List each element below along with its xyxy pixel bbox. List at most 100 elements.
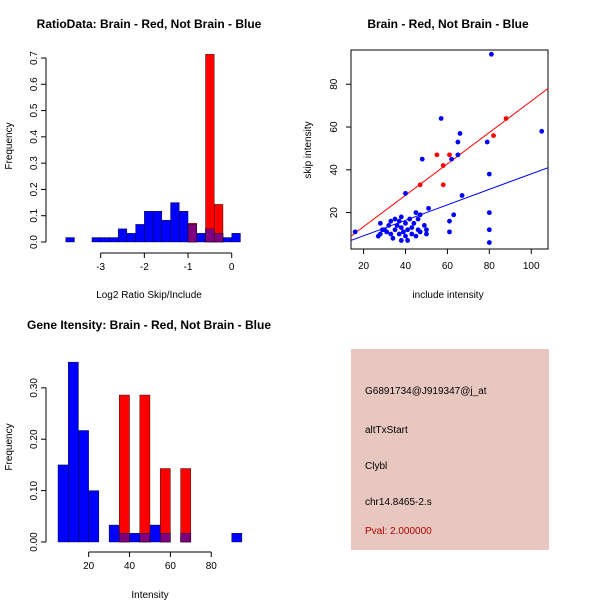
scatter-blue-point: [486, 210, 492, 216]
ratio-x-axis-label: Log2 Ratio Skip/Include: [96, 290, 202, 301]
intensity-red-bar: [139, 394, 151, 543]
scatter-blue-point: [388, 218, 394, 224]
scatter-blue-point: [400, 229, 406, 235]
ratio-blue-bar: [196, 233, 206, 243]
scatter-blue-point: [417, 229, 423, 235]
intensity-red-bar: [159, 468, 171, 543]
scatter-blue-point: [489, 51, 494, 57]
scatter-blue-point: [388, 231, 394, 237]
scatter-blue-point: [390, 235, 396, 241]
ratio-y-axis-label: Frequency: [4, 122, 15, 169]
scatter-y-tick-label: 80: [329, 78, 340, 90]
ratio-y-tick-label: 0.1: [29, 208, 40, 222]
scatter-red-point: [491, 133, 496, 138]
gene-symbol-text: Clybl: [365, 461, 388, 472]
scatter-blue-point: [377, 220, 383, 226]
ratio-overlap-bar: [214, 233, 224, 243]
scatter-blue-point: [447, 229, 452, 235]
ratio-blue-bar: [109, 237, 119, 243]
intensity-y-tick-label: 0.10: [29, 480, 40, 500]
scatter-blue-point: [426, 205, 431, 211]
scatter-blue-point: [486, 227, 492, 233]
ratio-x-tick-label: -3: [96, 262, 105, 273]
intensity-y-tick-label: 0.30: [29, 378, 40, 398]
scatter-blue-point: [486, 171, 492, 177]
intensity-histogram-panel: Gene Itensity: Brain - Red, Not Brain - …: [4, 318, 271, 600]
probe-id-text: G6891734@J919347@j_at: [365, 386, 487, 397]
intensity-y-tick-label: 0.20: [29, 429, 40, 449]
scatter-blue-point: [403, 190, 408, 196]
scatter-blue-point: [398, 238, 404, 243]
intensity-x-tick-label: 80: [206, 561, 218, 572]
scatter-chart-title: Brain - Red, Not Brain - Blue: [367, 17, 529, 31]
scatter-blue-point: [392, 216, 398, 222]
ratio-y-tick-label: 0.7: [29, 51, 40, 65]
ratio-blue-bar: [65, 237, 75, 243]
scatter-blue-point: [386, 223, 392, 228]
scatter-blue-point: [415, 216, 421, 222]
ratio-y-tick-label: 0.3: [29, 156, 40, 170]
ratio-chart-title: RatioData: Brain - Red, Not Brain - Blue: [37, 17, 262, 31]
intensity-blue-bar: [231, 533, 243, 543]
scatter-blue-point: [352, 229, 358, 235]
pval-text: Pval: 2.000000: [365, 526, 432, 537]
scatter-red-point: [447, 152, 452, 158]
intensity-overlap-bar: [139, 533, 151, 543]
scatter-frame: [350, 49, 549, 250]
scatter-panel: Brain - Red, Not Brain - Blue include in…: [303, 17, 549, 301]
scatter-y-tick-label: 60: [329, 121, 340, 133]
ratio-blue-bar: [222, 237, 232, 243]
scatter-red-point: [417, 182, 423, 188]
scatter-blue-point: [451, 212, 457, 218]
ratio-overlap-bar: [187, 224, 197, 243]
scatter-blue-point: [424, 231, 429, 237]
ratio-blue-bar: [161, 219, 171, 243]
intensity-blue-bar: [68, 361, 79, 543]
intensity-overlap-bar: [180, 533, 192, 543]
scatter-blue-point: [409, 225, 415, 231]
scatter-blue-point: [398, 225, 404, 231]
scatter-blue-point: [438, 116, 444, 121]
intensity-blue-bar: [149, 524, 161, 543]
intensity-x-tick-label: 20: [83, 561, 95, 572]
ratio-x-tick-label: -2: [140, 262, 149, 273]
scatter-blue-point: [405, 238, 410, 243]
ratio-y-tick-label: 0.2: [29, 182, 40, 196]
ratio-blue-bar: [170, 202, 180, 243]
scatter-x-tick-label: 40: [400, 261, 412, 272]
ratio-x-tick-label: 0: [229, 262, 235, 273]
scatter-blue-point: [403, 233, 408, 239]
ratio-blue-bar: [117, 228, 128, 243]
ratio-overlap-bar: [205, 228, 215, 243]
scatter-blue-point: [455, 139, 461, 145]
intensity-x-tick-label: 60: [165, 561, 177, 572]
scatter-blue-point: [424, 227, 429, 233]
scatter-blue-point: [459, 193, 465, 198]
intensity-x-axis-label: Intensity: [131, 590, 168, 600]
scatter-red-fit-line: [351, 88, 548, 237]
ratio-red-bar: [205, 54, 215, 243]
intensity-y-axis-label: Frequency: [4, 423, 15, 470]
scatter-blue-point: [377, 231, 383, 237]
ratio-blue-bar: [126, 233, 136, 243]
ratio-y-tick-label: 0.0: [29, 235, 40, 249]
scatter-blue-point: [419, 156, 425, 162]
intensity-red-bar: [180, 468, 192, 543]
ratio-histogram-panel: RatioData: Brain - Red, Not Brain - Blue…: [4, 17, 262, 301]
scatter-blue-point: [455, 152, 461, 158]
scatter-blue-point: [403, 220, 408, 226]
ratio-y-tick-label: 0.6: [29, 77, 40, 91]
ratio-blue-bar: [144, 211, 154, 243]
scatter-red-point: [503, 116, 509, 121]
ratio-blue-bar: [100, 237, 110, 243]
ratio-plot-area: -3 -2 -1 0 0.0 0.1 0.2 0.3 0.4 0.5 0.6 0.7: [29, 51, 241, 273]
intensity-blue-bar: [108, 524, 120, 543]
scatter-x-tick-label: 80: [484, 261, 496, 272]
scatter-blue-point: [384, 229, 390, 235]
scatter-blue-point: [417, 212, 423, 218]
intensity-y-tick-label: 0.00: [29, 532, 40, 552]
scatter-y-tick-label: 20: [329, 207, 340, 219]
scatter-plot-area: 20 40 60 80 100 20 40 60 80: [329, 49, 549, 272]
scatter-blue-point: [421, 223, 427, 228]
